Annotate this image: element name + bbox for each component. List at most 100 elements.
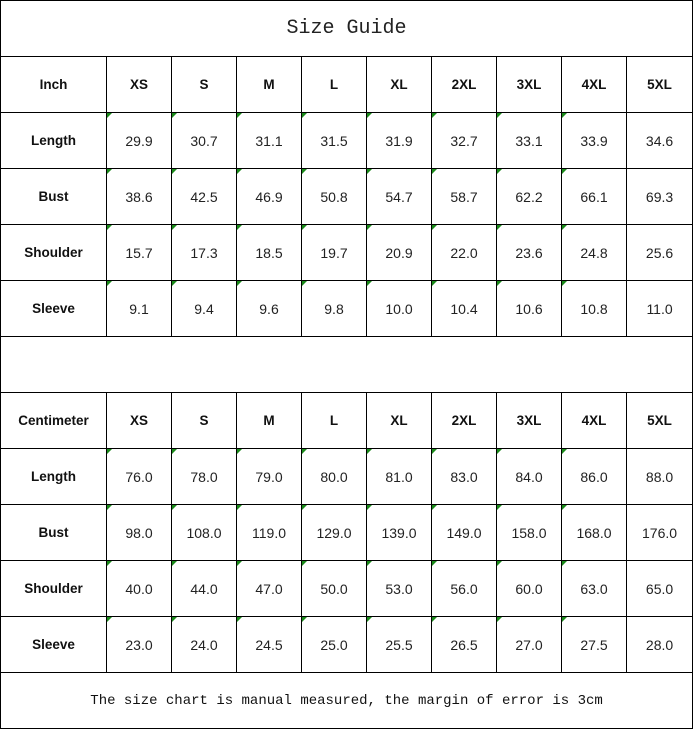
size-header: L	[301, 56, 367, 113]
measurement-cell: 29.9	[106, 112, 172, 169]
row-label: Sleeve	[0, 616, 107, 673]
measurement-cell: 15.7	[106, 224, 172, 281]
size-header: XL	[366, 392, 432, 449]
unit-header: Inch	[0, 56, 107, 113]
measurement-cell: 40.0	[106, 560, 172, 617]
size-header: XL	[366, 56, 432, 113]
size-header: 2XL	[431, 56, 497, 113]
row-label: Bust	[0, 168, 107, 225]
measurement-cell: 33.9	[561, 112, 627, 169]
measurement-cell: 25.5	[366, 616, 432, 673]
measurement-cell: 28.0	[625, 616, 693, 673]
measurement-cell: 50.0	[301, 560, 367, 617]
footnote: The size chart is manual measured, the m…	[0, 672, 693, 729]
table-row: Shoulder 15.7 17.3 18.5 19.7 20.9 22.0 23.6 24.8…	[0, 224, 693, 281]
measurement-cell: 11.0	[625, 280, 693, 337]
measurement-cell: 9.6	[236, 280, 302, 337]
size-header: 4XL	[561, 56, 627, 113]
measurement-cell: 20.9	[366, 224, 432, 281]
measurement-cell: 31.1	[236, 112, 302, 169]
measurement-cell: 83.0	[431, 448, 497, 505]
row-label: Sleeve	[0, 280, 107, 337]
row-label: Bust	[0, 504, 107, 561]
measurement-cell: 24.8	[561, 224, 627, 281]
measurement-cell: 25.6	[625, 224, 693, 281]
measurement-cell: 46.9	[236, 168, 302, 225]
row-label: Shoulder	[0, 560, 107, 617]
table-row: Length 76.0 78.0 79.0 80.0 81.0 83.0 84.0 86.0 88…	[0, 448, 693, 505]
table-row: Sleeve 9.1 9.4 9.6 9.8 10.0 10.4 10.6 10.8 11.0	[0, 280, 693, 337]
measurement-cell: 149.0	[431, 504, 497, 561]
measurement-cell: 17.3	[171, 224, 237, 281]
row-label: Shoulder	[0, 224, 107, 281]
measurement-cell: 86.0	[561, 448, 627, 505]
unit-header: Centimeter	[0, 392, 107, 449]
measurement-cell: 53.0	[366, 560, 432, 617]
measurement-cell: 26.5	[431, 616, 497, 673]
measurement-cell: 88.0	[625, 448, 693, 505]
measurement-cell: 33.1	[496, 112, 562, 169]
measurement-cell: 42.5	[171, 168, 237, 225]
measurement-cell: 168.0	[561, 504, 627, 561]
title-row: Size Guide	[0, 0, 693, 57]
measurement-cell: 23.6	[496, 224, 562, 281]
measurement-cell: 98.0	[106, 504, 172, 561]
measurement-cell: 58.7	[431, 168, 497, 225]
measurement-cell: 62.2	[496, 168, 562, 225]
row-label: Length	[0, 112, 107, 169]
measurement-cell: 22.0	[431, 224, 497, 281]
measurement-cell: 10.8	[561, 280, 627, 337]
measurement-cell: 18.5	[236, 224, 302, 281]
measurement-cell: 10.4	[431, 280, 497, 337]
row-label: Length	[0, 448, 107, 505]
measurement-cell: 76.0	[106, 448, 172, 505]
measurement-cell: 31.5	[301, 112, 367, 169]
size-header: 5XL	[625, 56, 693, 113]
measurement-cell: 24.0	[171, 616, 237, 673]
measurement-cell: 23.0	[106, 616, 172, 673]
size-header: S	[171, 56, 237, 113]
size-header: 4XL	[561, 392, 627, 449]
measurement-cell: 27.0	[496, 616, 562, 673]
measurement-cell: 9.8	[301, 280, 367, 337]
size-header: 2XL	[431, 392, 497, 449]
page-title: Size Guide	[0, 0, 693, 57]
header-row: Inch XS S M L XL 2XL 3XL 4XL 5XL	[0, 56, 693, 113]
measurement-cell: 9.1	[106, 280, 172, 337]
table-row: Bust 98.0 108.0 119.0 129.0 139.0 149.0 158.0 16…	[0, 504, 693, 561]
measurement-cell: 60.0	[496, 560, 562, 617]
table-row: Bust 38.6 42.5 46.9 50.8 54.7 58.7 62.2 66.1 69.3	[0, 168, 693, 225]
note-row: The size chart is manual measured, the m…	[0, 672, 693, 729]
measurement-cell: 47.0	[236, 560, 302, 617]
measurement-cell: 32.7	[431, 112, 497, 169]
measurement-cell: 24.5	[236, 616, 302, 673]
measurement-cell: 30.7	[171, 112, 237, 169]
table-row: Length 29.9 30.7 31.1 31.5 31.9 32.7 33.1 33.9 34…	[0, 112, 693, 169]
size-header: 3XL	[496, 392, 562, 449]
measurement-cell: 84.0	[496, 448, 562, 505]
measurement-cell: 44.0	[171, 560, 237, 617]
size-header: 3XL	[496, 56, 562, 113]
measurement-cell: 139.0	[366, 504, 432, 561]
spacer-cell	[0, 336, 693, 393]
measurement-cell: 19.7	[301, 224, 367, 281]
measurement-cell: 66.1	[561, 168, 627, 225]
measurement-cell: 10.0	[366, 280, 432, 337]
measurement-cell: 54.7	[366, 168, 432, 225]
size-header: 5XL	[625, 392, 693, 449]
size-header: XS	[106, 392, 172, 449]
size-header: M	[236, 392, 302, 449]
measurement-cell: 158.0	[496, 504, 562, 561]
measurement-cell: 176.0	[625, 504, 693, 561]
measurement-cell: 50.8	[301, 168, 367, 225]
measurement-cell: 10.6	[496, 280, 562, 337]
measurement-cell: 27.5	[561, 616, 627, 673]
size-header: L	[301, 392, 367, 449]
table-row: Shoulder 40.0 44.0 47.0 50.0 53.0 56.0 60.0 63.0…	[0, 560, 693, 617]
measurement-cell: 38.6	[106, 168, 172, 225]
spacer-row	[0, 336, 693, 393]
measurement-cell: 25.0	[301, 616, 367, 673]
measurement-cell: 78.0	[171, 448, 237, 505]
measurement-cell: 108.0	[171, 504, 237, 561]
